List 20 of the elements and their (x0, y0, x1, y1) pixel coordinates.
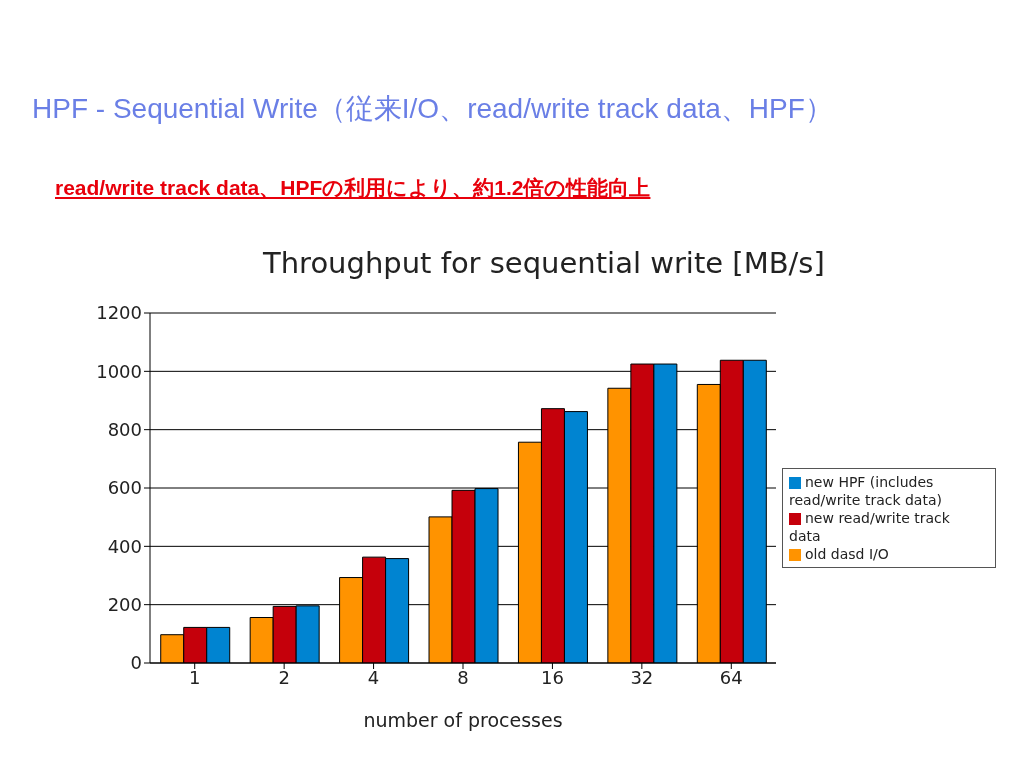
x-tick-label: 2 (278, 666, 290, 688)
text: Throughput for sequential write [MB/s] (263, 246, 825, 280)
y-tick-label: 0 (130, 652, 142, 674)
x-tick-label: 64 (719, 666, 743, 688)
chart-subtitle: read/write track data、HPFの利用により、約1.2倍の性能向上 (55, 175, 651, 201)
y-tick-label: 800 (107, 419, 142, 441)
y-tick-label: 400 (107, 535, 142, 557)
y-tick-label: 1200 (96, 302, 142, 324)
chart-title: HPF - Sequential Write（従来I/O、read/write track data、HPF） (32, 92, 833, 126)
x-tick-label: 16 (540, 666, 564, 688)
y-tick-label: 200 (107, 594, 142, 616)
x-tick-label: 8 (457, 666, 469, 688)
x-axis-title: number of processes (363, 709, 563, 731)
legend-label: new HPF (includes read/write track data) (789, 474, 942, 508)
legend-label: old dasd I/O (805, 546, 889, 562)
x-tick-label: 4 (367, 666, 380, 688)
y-tick-label: 1000 (96, 360, 142, 382)
x-tick-label: 32 (630, 666, 654, 688)
y-tick-label: 600 (107, 477, 142, 499)
x-tick-label: 1 (188, 666, 201, 688)
